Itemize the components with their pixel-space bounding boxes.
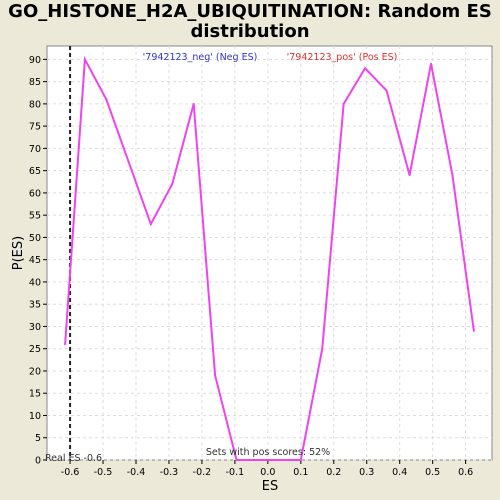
- y-tick-label: 10: [29, 411, 41, 422]
- data-point: [278, 459, 281, 461]
- y-tick-label: 45: [29, 255, 41, 266]
- y-tick-label: 25: [29, 344, 41, 355]
- pos-es-series-points: [64, 58, 475, 461]
- x-tick-label: -0.2: [193, 467, 212, 478]
- x-tick-label: -0.5: [94, 467, 113, 478]
- y-tick-label: 55: [29, 211, 41, 222]
- data-point: [83, 58, 86, 61]
- x-tick-label: 0.0: [260, 467, 275, 478]
- y-tick-label: 20: [29, 366, 41, 377]
- data-point: [149, 223, 152, 226]
- data-point: [64, 343, 67, 346]
- x-axis-ticks: -0.6 -0.5 -0.4 -0.3 -0.2 -0.1 0.0 0.1 0.2 0.3 0.4 0…: [61, 460, 473, 478]
- data-point: [385, 89, 388, 92]
- y-tick-label: 85: [29, 77, 41, 88]
- chart-title: GO_HISTONE_H2A_UBIQUITINATION: Random ES…: [0, 2, 500, 42]
- y-tick-label: 30: [29, 322, 41, 333]
- grid: [47, 46, 492, 461]
- y-tick-label: 5: [35, 433, 41, 444]
- data-point: [342, 102, 345, 105]
- x-tick-label: -0.1: [226, 467, 245, 478]
- data-point: [299, 459, 302, 461]
- x-tick-label: -0.4: [127, 467, 146, 478]
- real-es-label: Real ES -0.6: [45, 453, 102, 464]
- y-axis-ticks: 0 5 10 15 20 25 30 35 40 45 50 55 60 65 70 75 80 85 90: [29, 55, 47, 467]
- legend-neg-es: '7942123_neg' (Neg ES): [143, 52, 258, 63]
- x-tick-label: -0.6: [61, 467, 80, 478]
- data-point: [256, 459, 259, 461]
- y-tick-label: 65: [29, 166, 41, 177]
- y-tick-label: 40: [29, 277, 41, 288]
- chart-title-line1: GO_HISTONE_H2A_UBIQUITINATION: Random ES: [8, 1, 492, 22]
- x-tick-label: -0.3: [160, 467, 179, 478]
- data-point: [321, 347, 324, 350]
- x-tick-label: 0.1: [293, 467, 308, 478]
- y-tick-label: 15: [29, 389, 41, 400]
- data-point: [451, 174, 454, 177]
- data-point: [472, 329, 475, 332]
- data-point: [105, 98, 108, 101]
- data-point: [430, 62, 433, 65]
- legend-pos-es: '7942123_pos' (Pos ES): [287, 52, 398, 63]
- y-tick-label: 50: [29, 233, 41, 244]
- pos-scores-annotation: Sets with pos scores: 52%: [206, 447, 330, 458]
- y-tick-label: 80: [29, 99, 41, 110]
- data-point: [171, 183, 174, 185]
- y-tick-label: 90: [29, 55, 41, 66]
- plot-area: [46, 45, 493, 461]
- x-axis-label: ES: [262, 479, 278, 494]
- data-point: [235, 459, 238, 461]
- x-tick-label: 0.5: [425, 467, 440, 478]
- data-point: [408, 174, 411, 177]
- y-tick-label: 60: [29, 188, 41, 199]
- x-tick-label: 0.3: [359, 467, 374, 478]
- chart-title-line2: distribution: [190, 21, 310, 42]
- y-tick-label: 70: [29, 144, 41, 155]
- y-axis-label: P(ES): [11, 236, 26, 270]
- data-point: [192, 102, 195, 105]
- y-tick-label: 75: [29, 122, 41, 133]
- x-tick-label: 0.4: [392, 467, 407, 478]
- data-point: [364, 67, 367, 70]
- x-tick-label: 0.6: [458, 467, 473, 478]
- y-tick-label: 35: [29, 300, 41, 311]
- x-tick-label: 0.2: [326, 467, 341, 478]
- data-point: [214, 374, 217, 377]
- y-tick-label: 0: [35, 456, 41, 467]
